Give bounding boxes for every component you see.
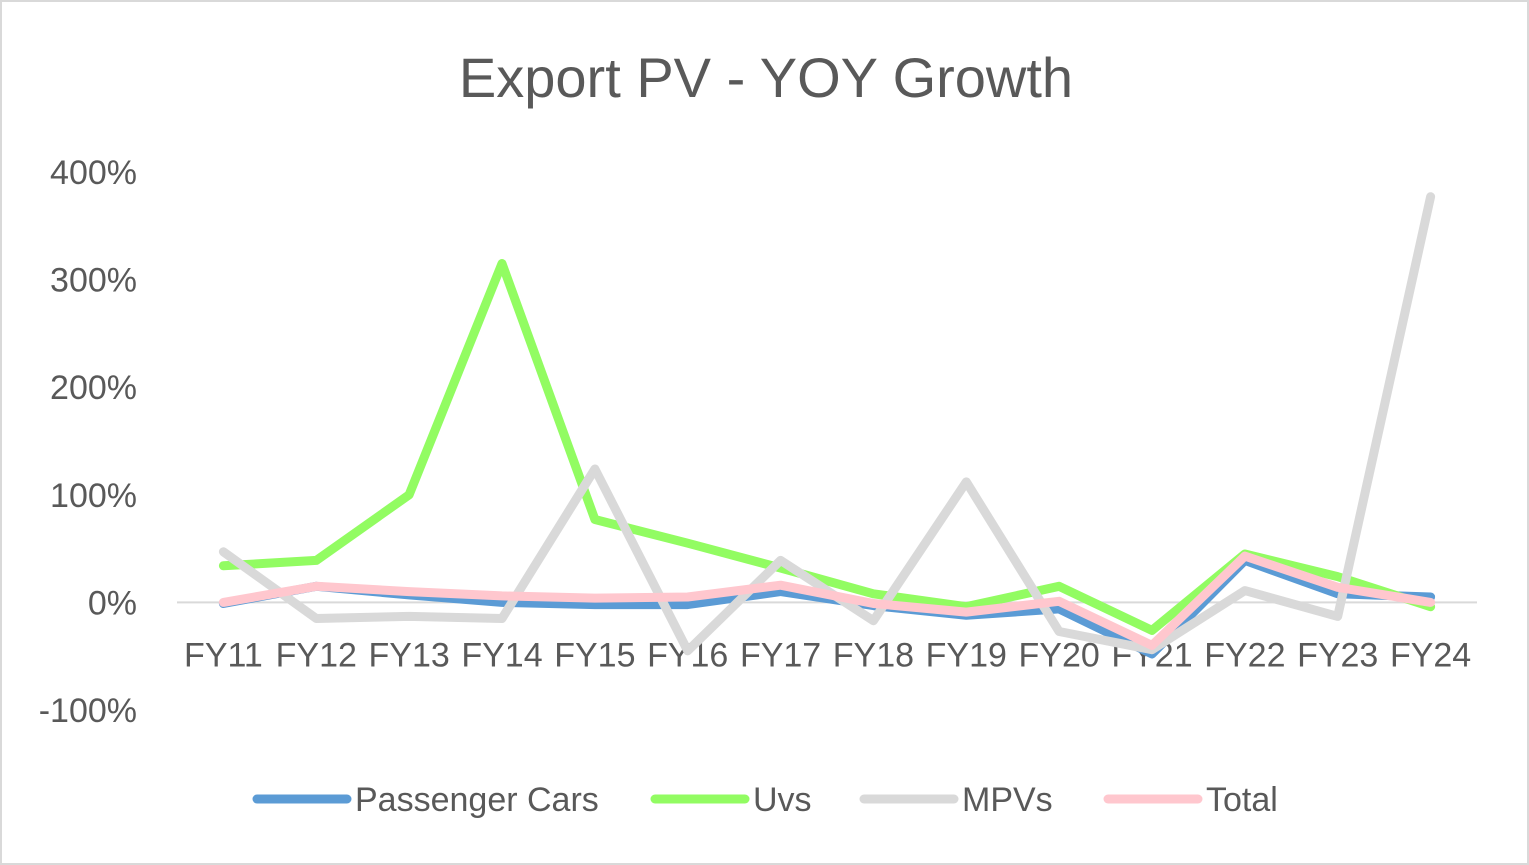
x-tick-label: FY24 (1390, 636, 1471, 674)
series-line-total (218, 551, 1436, 650)
x-tick-label: FY20 (1019, 636, 1100, 674)
legend-label: Uvs (753, 781, 812, 819)
y-tick-label: 300% (50, 262, 137, 300)
x-tick-label: FY19 (926, 636, 1007, 674)
series-line-uvs (218, 259, 1436, 635)
legend: Passenger Cars Uvs MPVs Total (252, 781, 1278, 819)
legend-label: MPVs (962, 781, 1053, 819)
legend-label: Total (1206, 781, 1278, 819)
y-tick-label: 200% (50, 369, 137, 407)
y-axis-ticks: 400% 300% 200% 100% 0% -100% (39, 154, 137, 730)
y-tick-label: -100% (39, 692, 137, 730)
chart-title: Export PV - YOY Growth (459, 46, 1073, 109)
y-tick-label: 400% (50, 154, 137, 192)
x-tick-label: FY12 (276, 636, 357, 674)
x-tick-label: FY15 (554, 636, 635, 674)
series-lines (218, 192, 1436, 659)
x-tick-label: FY13 (369, 636, 450, 674)
legend-label: Passenger Cars (355, 781, 599, 819)
x-tick-label: FY14 (461, 636, 542, 674)
x-tick-label: FY11 (184, 636, 263, 674)
x-axis-ticks: FY11 FY12 FY13 FY14 FY15 FY16 FY17 FY18 FY19 FY20… (184, 636, 1471, 674)
y-tick-label: 100% (50, 477, 137, 515)
y-tick-label: 0% (88, 584, 137, 622)
x-tick-label: FY18 (833, 636, 914, 674)
x-tick-label: FY17 (740, 636, 821, 674)
x-tick-label: FY23 (1297, 636, 1378, 674)
x-tick-label: FY22 (1204, 636, 1285, 674)
